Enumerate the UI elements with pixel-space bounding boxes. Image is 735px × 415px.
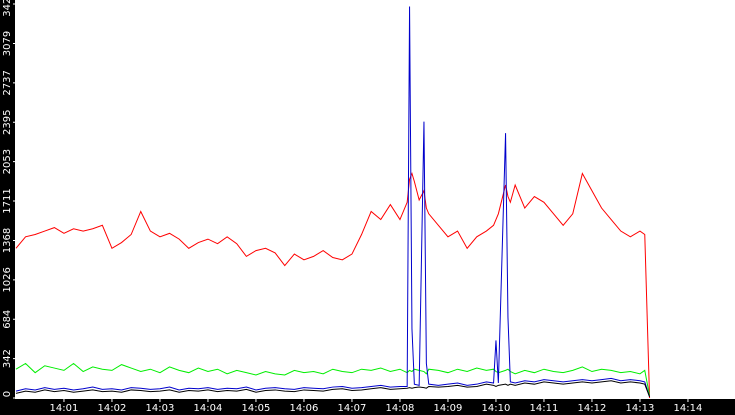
x-tick-label: 14:03 xyxy=(146,403,175,414)
y-tick-label: 1711 xyxy=(2,188,13,213)
y-tick-label: 1368 xyxy=(2,228,13,253)
x-tick-label: 14:08 xyxy=(386,403,415,414)
series-line xyxy=(15,362,651,396)
x-tick-label: 14:07 xyxy=(338,403,367,414)
x-tick-label: 14:11 xyxy=(530,403,559,414)
x-tick-label: 14:02 xyxy=(98,403,127,414)
y-tick-label: 684 xyxy=(2,310,13,329)
y-tick-label: 2737 xyxy=(2,70,13,95)
x-tick-label: 14:05 xyxy=(242,403,271,414)
x-axis-strip xyxy=(0,399,735,415)
x-tick-label: 14:14 xyxy=(674,403,703,414)
series-line xyxy=(15,380,651,398)
series-line xyxy=(15,171,651,399)
y-tick-label: 342 xyxy=(2,349,13,368)
x-tick-label: 14:10 xyxy=(482,403,511,414)
x-tick-label: 14:13 xyxy=(626,403,655,414)
x-tick-label: 14:12 xyxy=(578,403,607,414)
y-tick-label: 3079 xyxy=(2,31,13,56)
x-tick-label: 14:01 xyxy=(50,403,79,414)
x-tick-label: 14:06 xyxy=(290,403,319,414)
y-tick-label: 0 xyxy=(2,391,13,397)
y-tick-label: 1026 xyxy=(2,267,13,292)
y-tick-label: 2395 xyxy=(2,110,13,135)
x-tick-label: 14:04 xyxy=(194,403,223,414)
x-tick-label: 14:09 xyxy=(434,403,463,414)
y-axis-strip xyxy=(0,0,15,415)
y-tick-label: 3422 xyxy=(2,0,13,17)
series-line xyxy=(15,6,651,398)
y-tick-label: 2053 xyxy=(2,149,13,174)
